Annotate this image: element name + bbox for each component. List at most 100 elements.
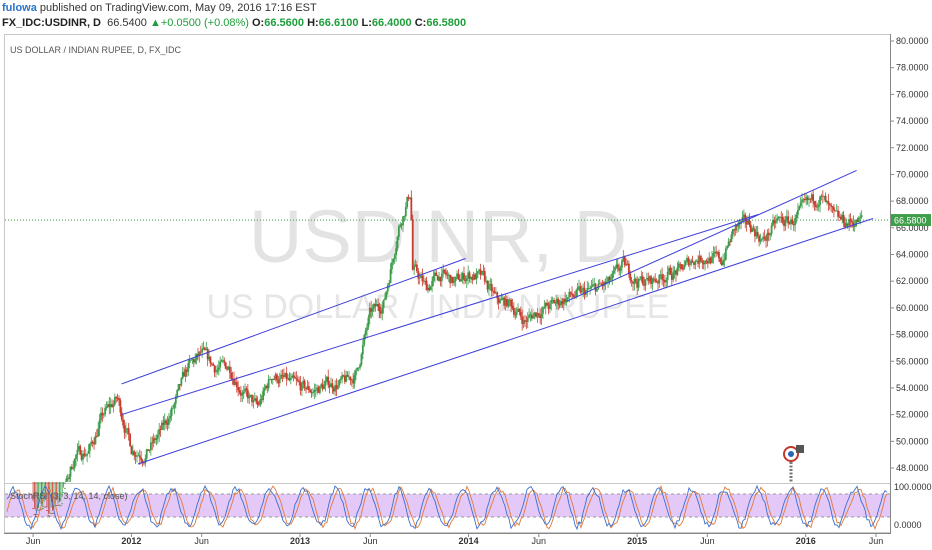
candle-body <box>155 438 158 441</box>
candle-body <box>823 195 826 197</box>
candle-body <box>447 274 450 276</box>
candle-body <box>687 257 690 265</box>
candle-body <box>766 232 769 241</box>
candle-body <box>191 359 194 360</box>
candle-body <box>105 406 108 409</box>
candle-body <box>245 388 248 391</box>
candle-body <box>282 375 285 377</box>
candle-body <box>690 260 693 265</box>
candle-body <box>359 364 361 368</box>
candle-body <box>397 226 400 237</box>
candle-body <box>748 220 751 225</box>
candle-body <box>639 279 641 280</box>
trend-channels[interactable] <box>121 169 874 465</box>
channel-line[interactable] <box>137 217 874 465</box>
candle-body <box>483 271 486 282</box>
candle-body <box>130 446 133 455</box>
candle-body <box>622 256 625 261</box>
candle-body <box>244 388 246 392</box>
candle-body <box>776 218 779 222</box>
candle-body <box>518 308 521 312</box>
candle-body <box>762 236 765 240</box>
candle-body <box>614 267 616 271</box>
candle-body <box>154 438 156 441</box>
candle-body <box>323 385 325 390</box>
candle-body <box>141 460 144 463</box>
candle-body <box>493 291 496 293</box>
candle-body <box>808 198 810 200</box>
candle-body <box>554 302 557 304</box>
time-axis[interactable]: Jun 2012 Jun 2013 Jun 2014 Jun 2015 Jun 2016 Jun <box>26 533 883 546</box>
candle-body <box>569 291 572 294</box>
candle-body <box>754 229 756 237</box>
time-tick-label: 2016 <box>796 536 816 546</box>
candle-body <box>726 246 729 249</box>
candle-body <box>816 206 819 208</box>
candle-body <box>458 279 461 282</box>
price-tick-label: 62.0000 <box>896 276 929 286</box>
candle-body <box>661 274 664 280</box>
candle-body <box>64 487 66 489</box>
candle-body <box>294 376 296 379</box>
candle-body <box>655 281 658 283</box>
candle-body <box>176 390 179 397</box>
candle-body <box>720 261 723 265</box>
candle-body <box>66 478 69 480</box>
candle-body <box>432 275 435 281</box>
candle-body <box>55 505 58 506</box>
channel-line[interactable] <box>121 258 466 385</box>
candle-body <box>440 273 443 282</box>
candle-body <box>274 374 277 380</box>
candle-body <box>851 220 853 223</box>
author-link[interactable]: fulowa <box>2 2 37 14</box>
candle-body <box>90 441 93 445</box>
candle-body <box>284 372 287 377</box>
candle-body <box>668 267 670 273</box>
candle-body <box>320 384 323 387</box>
candle-body <box>819 196 821 206</box>
candle-body <box>806 197 809 200</box>
open-label: O: <box>252 17 265 29</box>
candle-body <box>841 214 844 220</box>
candle-body <box>346 374 349 377</box>
candle-body <box>644 279 647 286</box>
candle-body <box>715 251 718 254</box>
channel-line[interactable] <box>566 169 857 302</box>
candle-body <box>206 348 209 360</box>
candle-body <box>784 219 787 227</box>
candle-body <box>143 462 145 464</box>
candle-body <box>298 380 301 383</box>
candle-body <box>492 291 494 292</box>
candle-body <box>209 356 212 364</box>
candle-body <box>86 453 89 456</box>
candle-body <box>526 317 529 323</box>
candle-body <box>654 279 657 282</box>
candle-body <box>422 280 425 282</box>
price-axis[interactable]: 48.0000 50.0000 52.0000 54.0000 56.0000 58.00… <box>890 36 929 473</box>
candle-body <box>791 219 794 225</box>
watermark-description: US DOLLAR / INDIAN RUPEE <box>207 288 670 326</box>
channel-line[interactable] <box>121 213 759 416</box>
event-marker-icon[interactable] <box>783 445 804 483</box>
candle-body <box>548 303 551 309</box>
candle-body <box>716 252 719 254</box>
candle-body <box>37 509 40 511</box>
candle-body <box>134 455 137 457</box>
candle-body <box>833 207 835 211</box>
candle-body <box>281 374 284 376</box>
candle-body <box>264 385 267 389</box>
candle-body <box>695 260 698 262</box>
candle-body <box>797 210 799 215</box>
candle-body <box>550 300 553 304</box>
candle-body <box>623 256 626 265</box>
candle-body <box>325 376 328 382</box>
candle-body <box>310 392 313 394</box>
candle-body <box>442 269 445 274</box>
candle-body <box>817 205 820 207</box>
candle-body <box>478 269 481 272</box>
candle-body <box>400 224 403 226</box>
candle-body <box>172 407 174 409</box>
candle-body <box>562 298 565 305</box>
candle-body <box>79 446 82 455</box>
